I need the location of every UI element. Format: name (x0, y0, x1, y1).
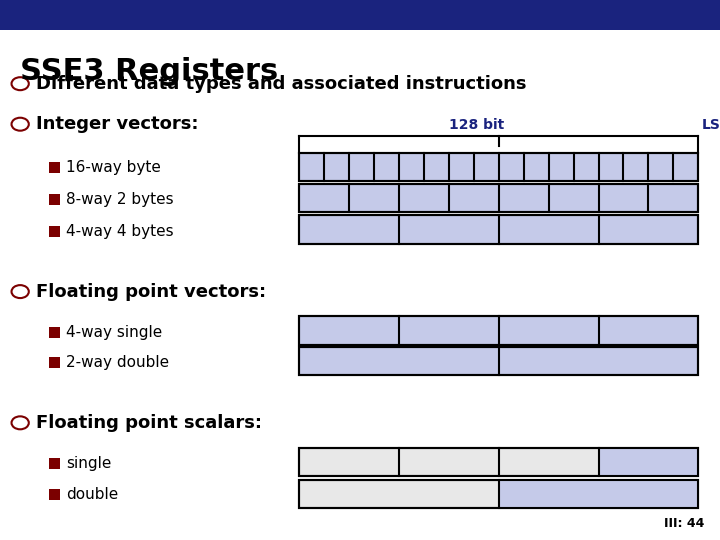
Bar (498, 480, 698, 508)
Text: Different data types and associated instructions: Different data types and associated inst… (36, 75, 526, 93)
Bar (49, 327, 60, 338)
Text: single: single (66, 456, 112, 471)
Bar (299, 153, 698, 181)
Text: 4-way 4 bytes: 4-way 4 bytes (66, 224, 174, 239)
Bar (598, 448, 698, 476)
Bar (299, 184, 698, 212)
Bar (299, 316, 698, 345)
Bar (299, 480, 698, 508)
Bar (299, 215, 698, 244)
Text: III: 44: III: 44 (664, 517, 704, 530)
Bar (299, 316, 698, 345)
Bar (49, 194, 60, 205)
Bar (299, 448, 698, 476)
Bar (299, 215, 698, 244)
Bar (299, 347, 698, 375)
Bar (49, 489, 60, 500)
Bar (299, 448, 698, 476)
Text: LSB: LSB (702, 118, 720, 132)
Bar (49, 162, 60, 173)
Bar (49, 357, 60, 368)
Text: 16-way byte: 16-way byte (66, 160, 161, 175)
Text: double: double (66, 487, 119, 502)
Text: 128 bit: 128 bit (449, 118, 505, 132)
Text: Floating point vectors:: Floating point vectors: (36, 282, 266, 301)
Text: Integer vectors:: Integer vectors: (36, 115, 199, 133)
Bar (299, 480, 698, 508)
Bar (299, 153, 698, 181)
Bar (49, 458, 60, 469)
Text: Floating point scalars:: Floating point scalars: (36, 414, 262, 432)
Bar (299, 347, 698, 375)
Bar (49, 226, 60, 237)
Bar (0, 0, 720, 30)
Text: 2-way double: 2-way double (66, 355, 169, 370)
Text: SSE3 Registers: SSE3 Registers (20, 57, 279, 86)
Text: 4-way single: 4-way single (66, 325, 163, 340)
Text: 8-way 2 bytes: 8-way 2 bytes (66, 192, 174, 207)
Bar (299, 184, 698, 212)
